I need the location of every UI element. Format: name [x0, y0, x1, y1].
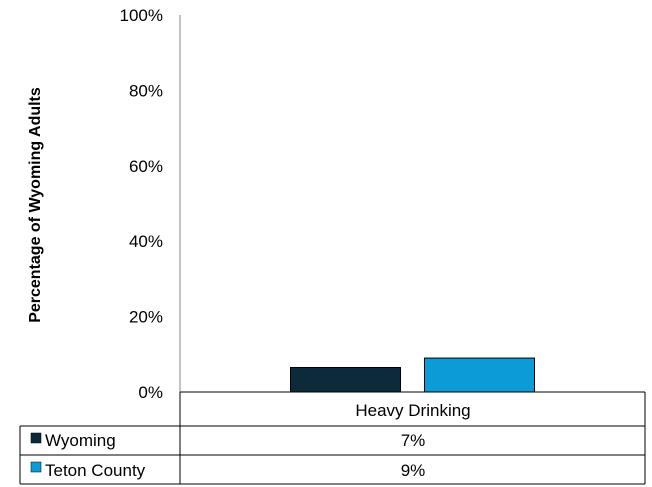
legend-label-teton-county: Teton County	[45, 461, 146, 480]
y-tick-labels: 0% 20% 40% 60% 80% 100%	[120, 6, 163, 402]
data-label-teton-county: 9%	[401, 461, 426, 480]
y-tick-label: 80%	[129, 81, 163, 100]
legend-label-wyoming: Wyoming	[45, 431, 116, 450]
y-tick-label: 0%	[138, 383, 163, 402]
bar-wyoming	[290, 366, 401, 393]
data-table: Heavy Drinking Wyoming 7% Teton County 9…	[19, 391, 646, 485]
y-tick-label: 60%	[129, 157, 163, 176]
legend-swatch-teton-county	[30, 461, 42, 473]
bar-teton-county	[424, 357, 535, 393]
y-tick-label: 40%	[129, 232, 163, 251]
legend-swatch-wyoming	[30, 432, 42, 444]
category-label-heavy-drinking: Heavy Drinking	[355, 401, 470, 420]
data-label-wyoming: 7%	[401, 431, 426, 450]
bars	[290, 357, 535, 393]
y-tick-label: 100%	[120, 6, 163, 25]
y-axis-title: Percentage of Wyoming Adults	[27, 87, 44, 323]
y-tick-label: 20%	[129, 308, 163, 327]
